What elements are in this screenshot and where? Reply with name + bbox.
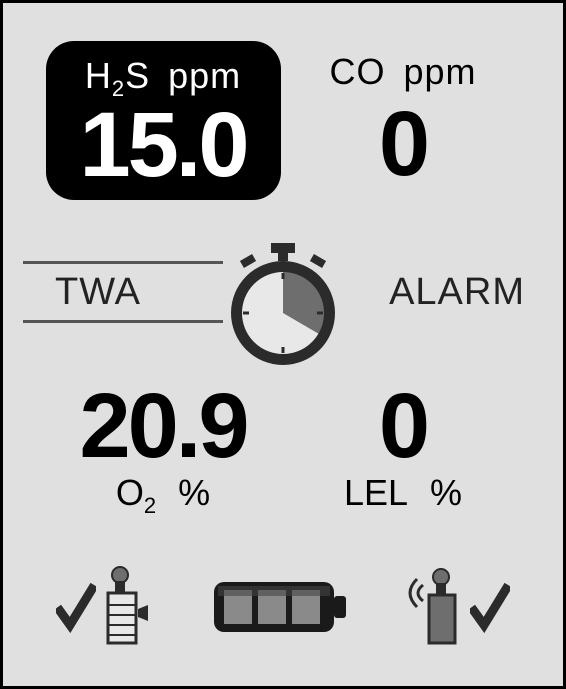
co-name: CO (329, 51, 385, 92)
alarm-sounder-icon (401, 565, 466, 650)
h2s-value: 15.0 (64, 102, 263, 189)
lel-value: 0 (273, 383, 533, 470)
o2-name-main: O (116, 472, 144, 513)
status-alarm (401, 565, 510, 650)
h2s-name-main: H (85, 55, 112, 96)
check-icon (470, 577, 510, 637)
status-pump (56, 565, 160, 650)
h2s-name-tail: S (125, 55, 150, 96)
sensor-h2s: H2Sppm 15.0 (33, 41, 293, 200)
stopwatch-icon (223, 243, 343, 378)
o2-unit: % (178, 472, 210, 513)
pump-icon (100, 565, 160, 650)
h2s-highlight-box: H2Sppm 15.0 (46, 41, 281, 200)
o2-label: O2% (33, 472, 293, 519)
co-unit: ppm (403, 51, 476, 92)
center-band: TWA ALARM (23, 261, 543, 361)
check-icon (56, 577, 96, 637)
co-value: 0 (273, 101, 533, 188)
co-label: CO ppm (273, 51, 533, 93)
battery-icon (210, 576, 350, 638)
gas-detector-screen: H2Sppm 15.0 COppm 0 TWA ALARM (3, 3, 563, 686)
lel-unit: % (430, 472, 462, 513)
status-battery (210, 576, 350, 638)
sensor-co: CO ppm 0 (273, 41, 533, 188)
sensor-o2: 20.9 O2% (33, 383, 293, 520)
alarm-label: ALARM (389, 271, 525, 314)
o2-value: 20.9 (33, 383, 293, 470)
twa-label: TWA (55, 271, 141, 314)
o2-name-sub: 2 (144, 494, 156, 519)
status-row (3, 552, 563, 662)
lel-name: LEL (344, 472, 408, 513)
sensor-lel: 0 LEL% (273, 383, 533, 514)
lel-label: LEL% (273, 472, 533, 514)
h2s-unit: ppm (168, 55, 241, 96)
